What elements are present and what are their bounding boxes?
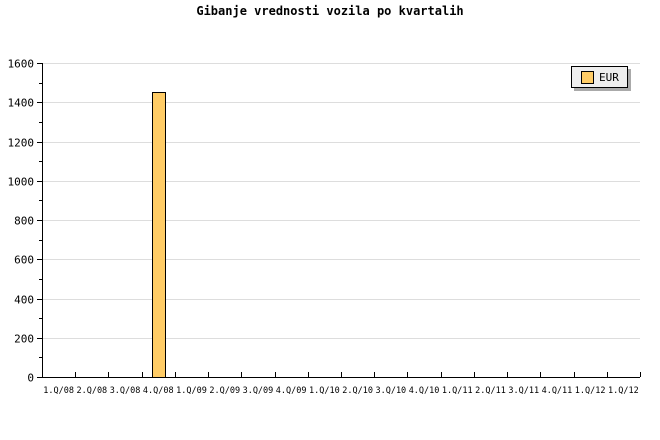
y-tick-label: 800 bbox=[14, 215, 34, 228]
x-tick-label: 2.Q/10 bbox=[342, 386, 373, 396]
legend-swatch bbox=[581, 70, 594, 84]
x-tick-label: 4.Q/09 bbox=[276, 386, 307, 396]
x-tick-label: 2.Q/11 bbox=[475, 386, 506, 396]
x-tick-label: 1.Q/11 bbox=[442, 386, 473, 396]
x-tick-label: 3.Q/08 bbox=[110, 386, 141, 396]
bar bbox=[152, 92, 166, 378]
y-tick-label: 1200 bbox=[8, 137, 35, 150]
x-tick-label: 4.Q/08 bbox=[143, 386, 174, 396]
x-tick-label: 3.Q/09 bbox=[243, 386, 274, 396]
x-tick-label: 1.Q/09 bbox=[176, 386, 207, 396]
y-tick-label: 600 bbox=[14, 254, 34, 267]
x-tick-label: 2.Q/09 bbox=[209, 386, 240, 396]
x-tick-label: 1.Q/08 bbox=[43, 386, 74, 396]
x-tick-label: 3.Q/11 bbox=[508, 386, 539, 396]
y-tick-label: 400 bbox=[14, 294, 34, 307]
x-tick-label: 1.Q/10 bbox=[309, 386, 340, 396]
y-tick-label: 1400 bbox=[8, 97, 35, 110]
y-tick-label: 200 bbox=[14, 333, 34, 346]
legend-label: EUR bbox=[599, 70, 619, 84]
x-tick-label: 3.Q/10 bbox=[375, 386, 406, 396]
y-tick-label: 1600 bbox=[8, 58, 35, 71]
x-tick-label: 4.Q/10 bbox=[409, 386, 440, 396]
x-tick-label: 2.Q/08 bbox=[76, 386, 107, 396]
x-tick-label: 4.Q/11 bbox=[542, 386, 573, 396]
legend: EUR bbox=[571, 66, 628, 88]
y-tick-label: 0 bbox=[27, 372, 34, 385]
chart-title: Gibanje vrednosti vozila po kvartalih bbox=[196, 4, 464, 18]
y-tick-label: 1000 bbox=[8, 176, 35, 189]
x-tick-label: 1.Q/12 bbox=[575, 386, 606, 396]
x-tick-label: 1.Q/12 bbox=[608, 386, 639, 396]
